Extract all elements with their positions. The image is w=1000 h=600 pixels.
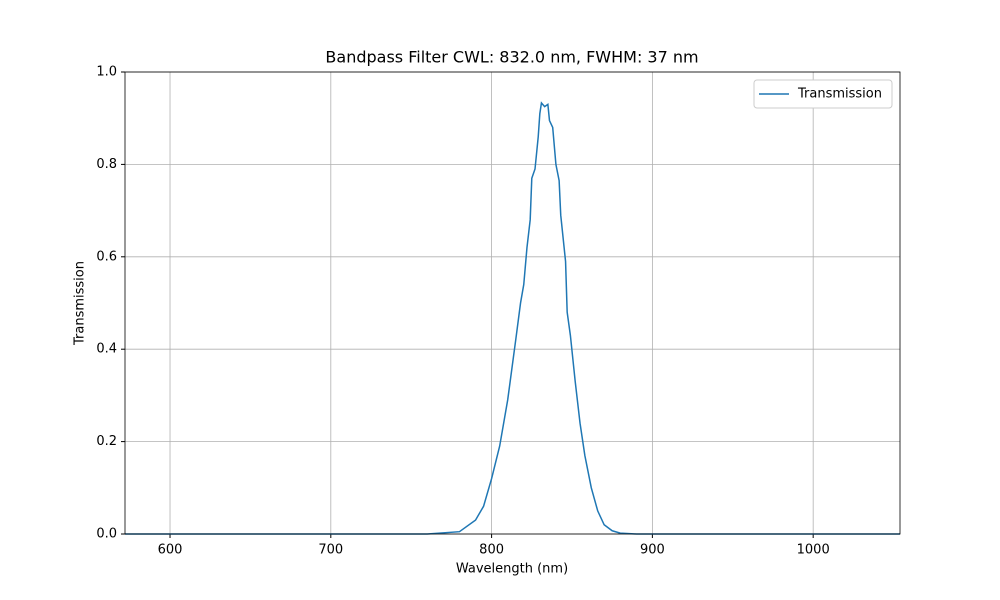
y-axis-label: Transmission — [73, 261, 88, 346]
x-tick-label: 1000 — [797, 543, 830, 558]
chart-title: Bandpass Filter CWL: 832.0 nm, FWHM: 37 … — [325, 48, 698, 67]
legend-box — [753, 79, 893, 109]
y-tick-label: 0.2 — [96, 434, 117, 449]
y-tick-label: 0.6 — [96, 249, 117, 264]
data-line — [125, 101, 900, 535]
x-tick-label: 800 — [479, 543, 504, 558]
plot-frame — [124, 71, 901, 535]
y-tick-label: 0.8 — [96, 157, 117, 172]
y-tick-label: 0.0 — [96, 527, 117, 542]
x-axis-label: Wavelength (nm) — [456, 562, 568, 577]
x-tick-label: 600 — [158, 543, 183, 558]
y-tick-label: 0.4 — [96, 342, 117, 357]
x-tick-label: 900 — [640, 543, 665, 558]
x-tick-label: 700 — [318, 543, 343, 558]
y-tick-label: 1.0 — [96, 65, 117, 80]
legend-label: Transmission — [797, 87, 882, 102]
